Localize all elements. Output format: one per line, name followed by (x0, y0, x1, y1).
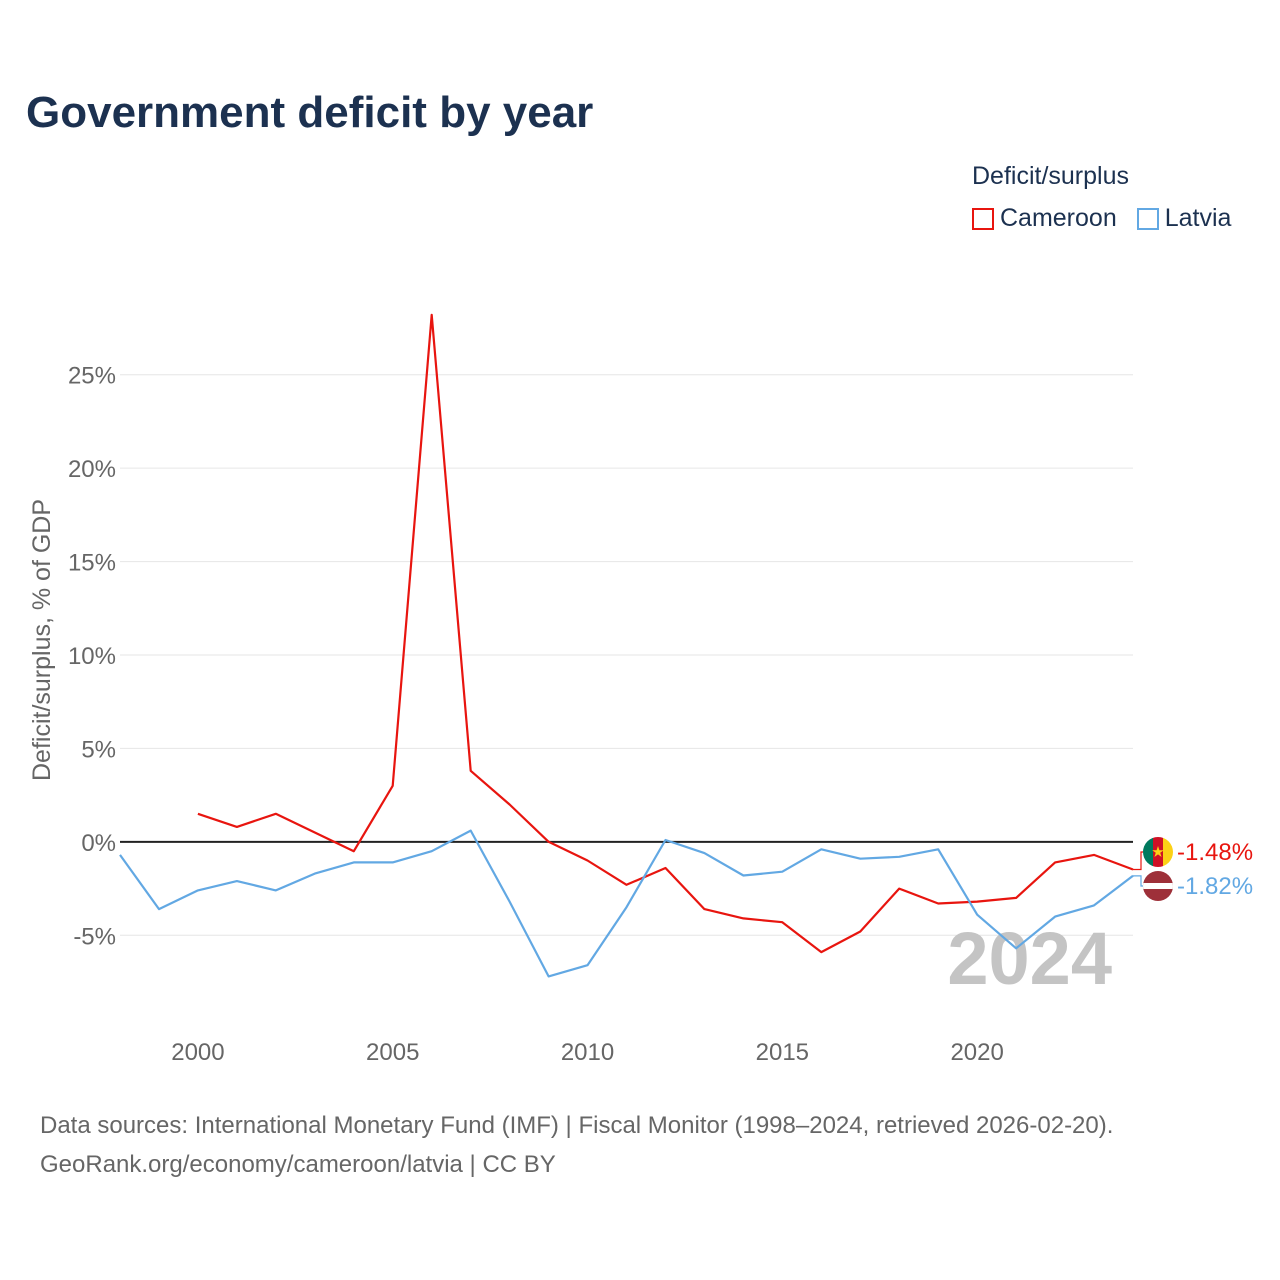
end-label-connector (1133, 851, 1143, 871)
end-label-cameroon: -1.48% (1177, 839, 1253, 866)
series-line-latvia[interactable] (119, 829, 1134, 978)
y-axis-label: Deficit/surplus, % of GDP (28, 499, 56, 781)
legend-item-latvia[interactable]: Latvia (1136, 204, 1232, 233)
year-watermark: 2024 (947, 917, 1112, 1000)
cameroon-flag-icon (1143, 837, 1173, 867)
y-tick-label: 20% (68, 456, 116, 483)
legend-label-cameroon: Cameroon (1000, 204, 1117, 232)
x-tick-label: 2000 (171, 1039, 224, 1066)
y-tick-label: 15% (68, 550, 116, 577)
legend-item-cameroon[interactable]: Cameroon (972, 204, 1117, 233)
latvia-flag-icon (1143, 871, 1173, 901)
y-tick-label: 0% (81, 830, 116, 857)
legend-swatch-latvia (1136, 207, 1159, 230)
end-label-connector (1133, 875, 1143, 887)
end-label-latvia: -1.82% (1177, 873, 1253, 900)
x-tick-label: 2020 (950, 1039, 1003, 1066)
y-tick-label: 5% (81, 736, 116, 763)
y-tick-label: -5% (73, 923, 116, 950)
legend-title: Deficit/surplus (972, 162, 1129, 190)
source-line-1: Data sources: International Monetary Fun… (40, 1112, 1114, 1139)
line-chart: -5% 0% 5% 10% 15% 20% 25% 2000 2005 2010 2015 2020 D… (28, 313, 1253, 1066)
legend-swatch-cameroon (972, 207, 994, 230)
legend: Cameroon Latvia (972, 204, 1251, 233)
x-tick-label: 2005 (366, 1039, 419, 1066)
series-line-cameroon[interactable] (197, 313, 1134, 954)
page-title: Government deficit by year (26, 88, 594, 137)
x-tick-label: 2015 (756, 1039, 809, 1066)
y-tick-label: 25% (68, 363, 116, 390)
source-note: Data sources: International Monetary Fun… (40, 1106, 1113, 1184)
legend-label-latvia: Latvia (1164, 204, 1232, 232)
source-line-2[interactable]: GeoRank.org/economy/cameroon/latvia | CC… (40, 1151, 556, 1178)
y-tick-label: 10% (68, 643, 116, 670)
x-tick-label: 2010 (561, 1039, 614, 1066)
